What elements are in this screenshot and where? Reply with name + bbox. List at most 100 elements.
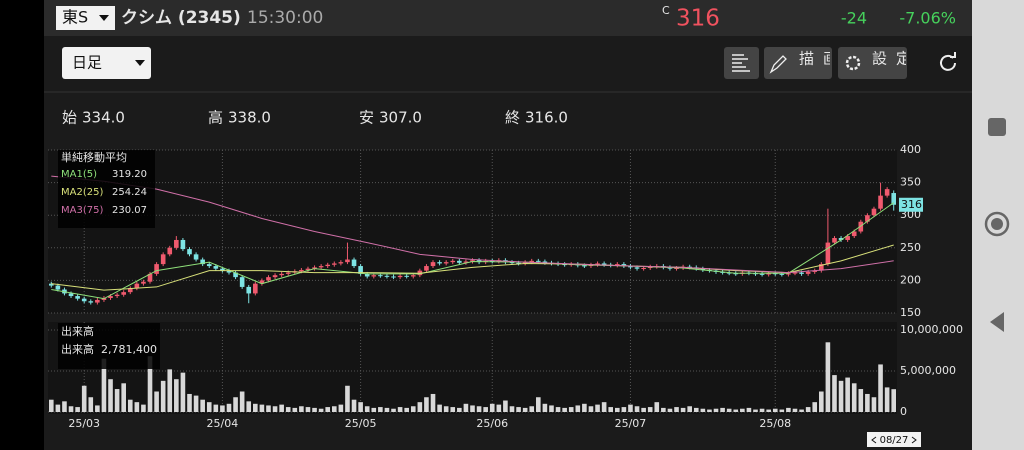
y-tick-label: 250 — [900, 241, 921, 254]
candle-body — [312, 267, 317, 269]
volume-bar — [463, 403, 469, 412]
volume-bar — [884, 387, 890, 412]
volume-bar — [266, 405, 271, 412]
volume-bar — [726, 408, 732, 412]
period-select[interactable] — [62, 47, 151, 79]
candle-body — [805, 271, 811, 274]
candle-body — [437, 262, 442, 264]
candle-body — [141, 281, 146, 284]
candle-body — [378, 275, 383, 277]
candle-body — [457, 260, 462, 263]
volume-bar — [865, 393, 870, 412]
vol-tick-label: 0 — [900, 405, 907, 418]
y-tick-label: 150 — [900, 306, 921, 319]
candle-body — [233, 272, 238, 278]
volume-bar — [430, 393, 436, 412]
nav-home[interactable] — [984, 211, 1010, 237]
candle-body — [634, 267, 640, 269]
candle-body — [851, 231, 857, 237]
volume-bar — [562, 407, 567, 412]
candle-body — [108, 296, 113, 299]
candle-body — [239, 277, 245, 287]
candle-body — [127, 288, 133, 293]
volume-bar — [417, 402, 423, 412]
candle-body — [160, 254, 166, 265]
candle-body — [331, 263, 337, 265]
volume-bar — [206, 402, 212, 412]
volume-bar — [753, 409, 758, 412]
volume-bar — [174, 379, 179, 412]
y-tick-label: 350 — [900, 176, 921, 189]
volume-bar — [733, 409, 739, 412]
candle-body — [819, 264, 824, 271]
volume-bar — [160, 380, 166, 412]
ma-lines — [51, 175, 894, 300]
candle-body — [786, 273, 791, 275]
volume-bar — [114, 389, 120, 412]
volume-bar — [805, 407, 811, 412]
volume-bar — [378, 407, 383, 412]
volume-bar — [180, 372, 186, 412]
volume-bar — [312, 407, 317, 412]
candle-body — [516, 262, 521, 264]
y-tick-label: 400 — [900, 143, 921, 156]
volume-bar — [542, 403, 548, 412]
volume-bar — [108, 379, 113, 412]
summary-value: 307.0 — [379, 109, 422, 127]
ma-title: 単純移動平均 — [61, 150, 127, 164]
volume-bar — [305, 407, 311, 412]
ma-value: 254.24 — [112, 187, 147, 198]
volume-bar — [601, 402, 607, 412]
candle-body — [443, 262, 449, 264]
candle-body — [628, 266, 633, 268]
volume-bar — [213, 404, 219, 412]
candle-body — [253, 283, 258, 294]
volume-bar — [345, 385, 350, 412]
volume-bar — [364, 406, 370, 412]
volume-bar — [147, 356, 153, 412]
volume-bar — [529, 406, 535, 412]
candle-body — [470, 260, 475, 262]
volume-bar — [141, 404, 146, 412]
x-tick-label: 25/06 — [476, 417, 508, 430]
volume-bar — [68, 406, 74, 412]
volume-bar — [634, 406, 640, 412]
draw-button[interactable] — [764, 47, 832, 79]
volume-bar — [812, 402, 818, 412]
volume-bar — [759, 408, 765, 412]
candle-body — [391, 276, 396, 278]
candle-body — [272, 275, 278, 278]
candle-body — [200, 259, 205, 265]
dropdown-arrow — [135, 60, 145, 66]
volume-bar — [397, 407, 403, 412]
nav-back[interactable] — [990, 312, 1004, 332]
volume-bar — [75, 407, 80, 412]
candle-body — [825, 242, 831, 265]
candle-body — [305, 268, 311, 270]
ma-value: 230.07 — [112, 205, 147, 216]
volume-bar — [81, 385, 87, 412]
ma-line — [51, 202, 894, 300]
volume-bar — [285, 407, 291, 412]
settings-clip: 設定 — [872, 50, 906, 68]
y-tick-label: 200 — [900, 273, 921, 286]
candle-body — [318, 266, 324, 268]
volume-bar — [226, 403, 232, 412]
candle-body — [147, 273, 153, 282]
summary-label: 始 — [62, 109, 77, 127]
labels: 始 334.0 高 338.0 安 307.0 終 316.01502002503003504… — [58, 109, 963, 447]
candle-body — [858, 221, 864, 232]
volume-bar — [220, 405, 225, 412]
volume-bar — [522, 407, 528, 412]
ma-line — [51, 175, 894, 274]
volume-bar — [101, 358, 107, 412]
volume-bar — [279, 404, 284, 412]
volume-bar — [891, 389, 897, 412]
vol-title: 出来高 — [61, 324, 94, 338]
settings-button[interactable] — [838, 47, 907, 79]
refresh-icon[interactable] — [940, 54, 956, 71]
nav-recent[interactable] — [988, 118, 1006, 136]
volume-bar — [154, 391, 159, 412]
volume-bar — [575, 405, 581, 412]
